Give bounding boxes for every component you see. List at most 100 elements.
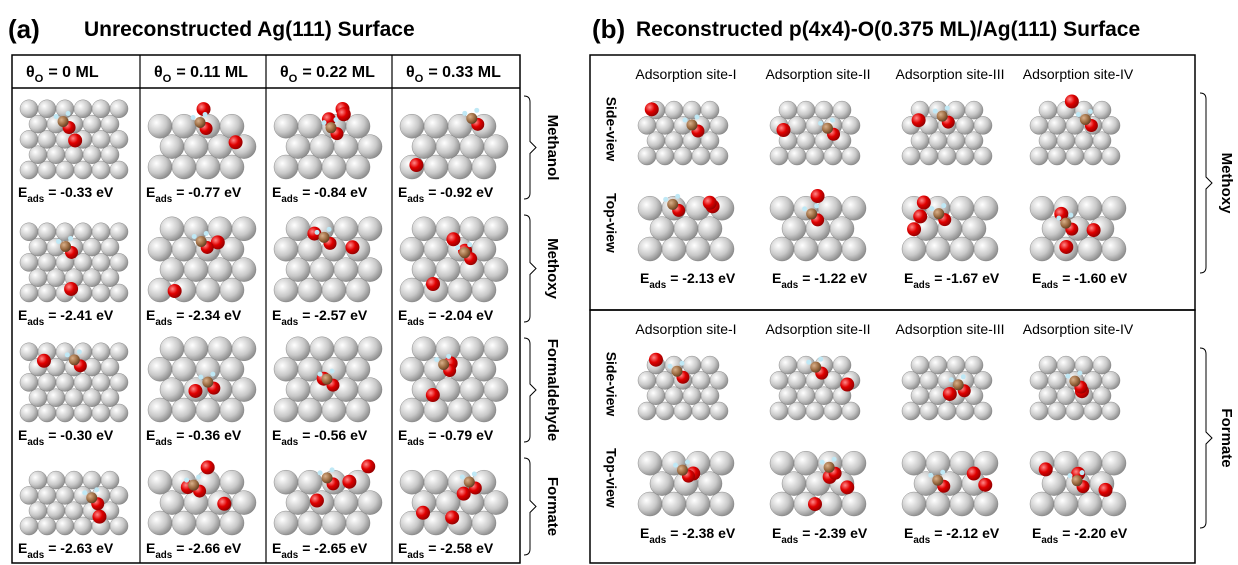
bracket: [524, 215, 536, 322]
ag-atom: [472, 398, 496, 422]
h-atom: [818, 357, 823, 362]
ag-atom: [650, 472, 674, 496]
ag-atom: [1093, 101, 1111, 119]
o-atom: [808, 497, 822, 511]
h-atom: [949, 377, 954, 382]
ag-atom: [56, 100, 74, 118]
ag-atom: [20, 486, 38, 504]
ag-atom: [710, 451, 734, 475]
o-atom: [168, 284, 182, 298]
adsorption-energy: Eads= -0.92 eV: [398, 184, 494, 205]
o-atom: [917, 196, 931, 210]
ag-atom: [38, 130, 56, 148]
text-part: E: [18, 184, 27, 200]
ag-atom: [842, 116, 860, 134]
text-part: E: [272, 307, 281, 323]
ag-atom: [902, 147, 920, 165]
c-atom: [438, 359, 449, 370]
ag-atom: [938, 402, 956, 420]
ag-atom: [400, 398, 424, 422]
ag-atom: [172, 511, 196, 535]
text-part: = -0.33 eV: [48, 184, 114, 200]
ag-atom: [926, 237, 950, 261]
h-atom: [329, 369, 334, 374]
ag-atom: [334, 491, 358, 515]
o-atom: [967, 467, 981, 481]
ag-atom: [701, 356, 719, 374]
ag-atom: [20, 161, 38, 179]
ag-atom: [322, 155, 346, 179]
ag-atom: [322, 398, 346, 422]
ag-atom: [334, 337, 358, 361]
ag-atom: [160, 337, 184, 361]
ag-atom: [110, 253, 128, 271]
ag-atom: [484, 491, 508, 515]
h-atom: [455, 245, 460, 250]
text-part: = -2.66 eV: [176, 540, 242, 556]
ag-atom: [1102, 237, 1126, 261]
h-atom: [94, 487, 99, 492]
adsorption-energy: Eads= -0.36 eV: [146, 427, 242, 448]
ag-atom: [484, 217, 508, 241]
ag-atom: [662, 492, 686, 516]
ag-atom: [400, 470, 424, 494]
ag-atom: [74, 100, 92, 118]
ag-atom: [172, 155, 196, 179]
ag-atom: [92, 373, 110, 391]
ag-atom: [56, 404, 74, 422]
ag-atom: [788, 116, 806, 134]
ag-atom: [220, 155, 244, 179]
ag-atom: [92, 343, 110, 361]
ag-atom: [911, 132, 929, 150]
subscript: ads: [407, 550, 424, 561]
o-atom: [1039, 462, 1053, 476]
ag-atom: [232, 217, 256, 241]
surface-image: [400, 337, 508, 422]
c-atom: [824, 462, 835, 473]
ag-atom: [1102, 196, 1126, 220]
ag-atom: [74, 517, 92, 535]
ag-atom: [298, 511, 322, 535]
c-atom: [933, 208, 944, 219]
c-atom: [1080, 114, 1091, 125]
text-part: = 0.11 ML: [176, 64, 248, 81]
subscript: ads: [1041, 280, 1058, 291]
text-part: = -0.79 eV: [428, 427, 494, 443]
ag-atom: [1075, 356, 1093, 374]
ag-atom: [974, 237, 998, 261]
ag-atom: [1048, 116, 1066, 134]
h-atom: [317, 372, 322, 377]
adsorption-energy: Eads= -1.22 eV: [772, 270, 868, 291]
surface-image: [20, 471, 128, 535]
ag-atom: [1057, 132, 1075, 150]
ag-atom: [638, 451, 662, 475]
adsorption-energy: Eads= -0.33 eV: [18, 184, 114, 205]
h-atom: [1056, 216, 1061, 221]
o-atom: [978, 478, 992, 492]
ag-atom: [424, 237, 448, 261]
ag-atom: [920, 147, 938, 165]
text-part: E: [18, 307, 27, 323]
h-atom: [1068, 473, 1073, 478]
ag-atom: [770, 196, 794, 220]
ag-atom: [65, 502, 83, 520]
h-atom: [818, 121, 823, 126]
ag-atom: [101, 358, 119, 376]
ag-atom: [920, 371, 938, 389]
ag-atom: [770, 237, 794, 261]
c-atom: [195, 117, 206, 128]
ag-atom: [110, 343, 128, 361]
ag-atom: [83, 389, 101, 407]
ag-atom: [1075, 132, 1093, 150]
ag-atom: [920, 402, 938, 420]
text-part: = -0.36 eV: [176, 427, 242, 443]
ag-atom: [842, 451, 866, 475]
o-atom: [92, 510, 106, 524]
ag-atom: [38, 404, 56, 422]
row-label: Formate: [544, 477, 561, 536]
o-atom: [361, 459, 375, 473]
ag-atom: [665, 132, 683, 150]
ag-atom: [65, 146, 83, 164]
ag-atom: [110, 517, 128, 535]
ag-atom: [842, 492, 866, 516]
